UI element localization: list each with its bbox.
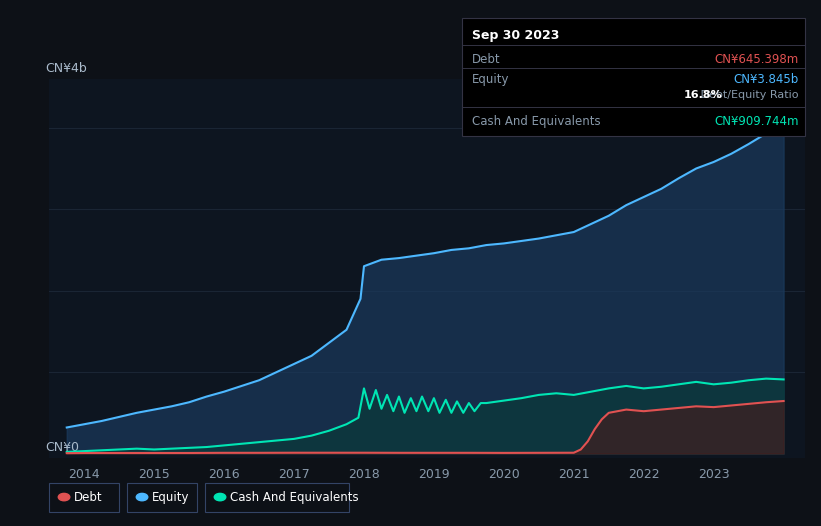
Text: 16.8%: 16.8% [683,90,722,100]
Text: CN¥3.845b: CN¥3.845b [733,73,799,86]
Text: CN¥909.744m: CN¥909.744m [714,115,799,128]
Text: Debt: Debt [472,53,501,66]
Text: CN¥4b: CN¥4b [45,62,87,75]
Text: Debt/Equity Ratio: Debt/Equity Ratio [697,90,799,100]
Text: Debt: Debt [74,491,103,503]
Text: Cash And Equivalents: Cash And Equivalents [230,491,359,503]
Text: Cash And Equivalents: Cash And Equivalents [472,115,600,128]
Text: Equity: Equity [472,73,509,86]
Text: Sep 30 2023: Sep 30 2023 [472,29,559,42]
Text: CN¥645.398m: CN¥645.398m [714,53,799,66]
Text: CN¥0: CN¥0 [45,441,80,454]
Text: Equity: Equity [152,491,190,503]
